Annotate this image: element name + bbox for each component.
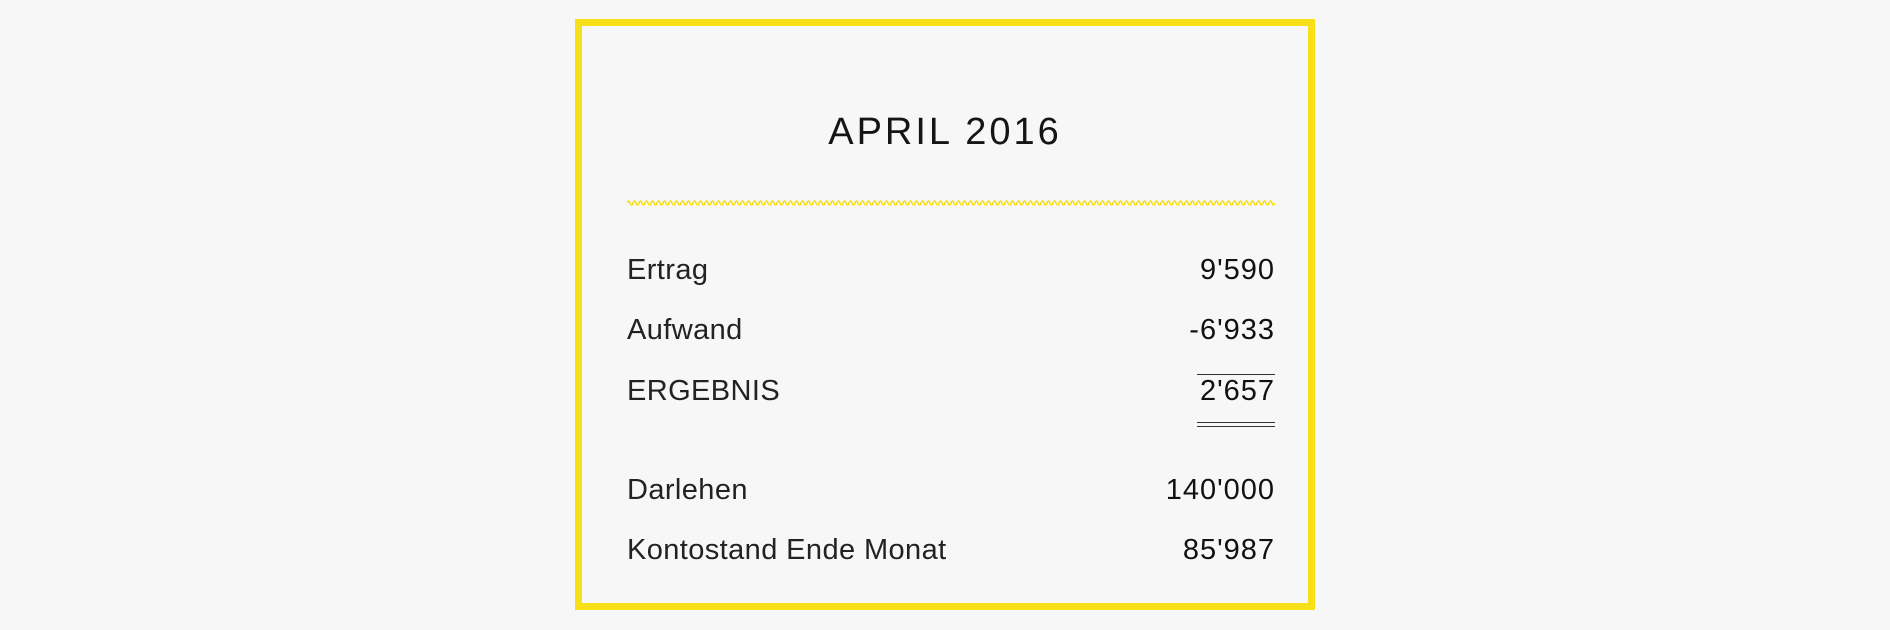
report-card: APRIL 2016 Ertrag 9'590 Aufwand -6'933 E… <box>575 19 1315 610</box>
wavy-divider <box>627 198 1275 208</box>
row-label: Aufwand <box>627 314 743 346</box>
row-label: Kontostand Ende Monat <box>627 534 947 566</box>
row-aufwand: Aufwand -6'933 <box>627 310 1275 350</box>
row-value: 9'590 <box>1199 254 1275 286</box>
row-value: 85'987 <box>1182 534 1275 566</box>
row-darlehen: Darlehen 140'000 <box>627 470 1275 510</box>
row-kontostand: Kontostand Ende Monat 85'987 <box>627 530 1275 570</box>
row-value: 2'657 <box>1199 375 1275 407</box>
report-title: APRIL 2016 <box>828 111 1062 153</box>
row-ertrag: Ertrag 9'590 <box>627 250 1275 290</box>
sum-line <box>1197 374 1275 375</box>
row-label: Darlehen <box>627 474 748 506</box>
wavy-divider-line <box>627 200 1275 206</box>
double-underline <box>1197 422 1275 427</box>
row-label: ERGEBNIS <box>627 375 781 407</box>
row-label: Ertrag <box>627 254 709 286</box>
row-value: -6'933 <box>1189 314 1275 346</box>
row-ergebnis: ERGEBNIS 2'657 <box>627 371 1275 427</box>
row-value: 140'000 <box>1165 474 1275 506</box>
